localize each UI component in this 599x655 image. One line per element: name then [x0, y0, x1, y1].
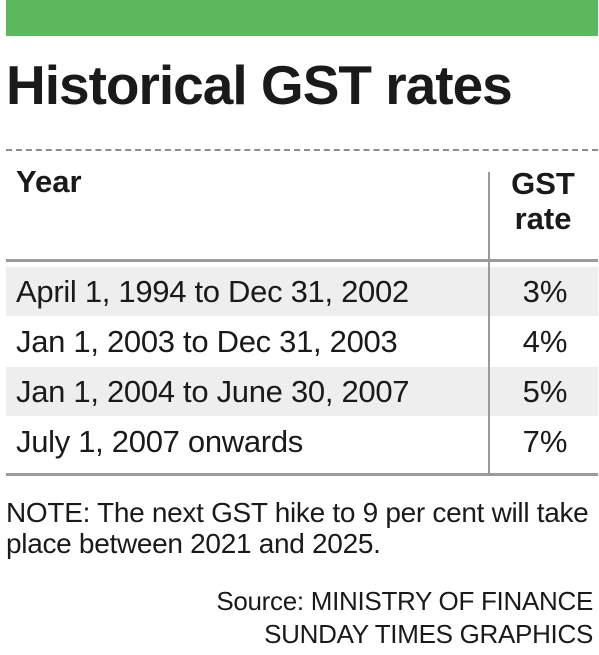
row-rate: 5%	[522, 374, 568, 409]
column-header-gst-rate-line-1: GST	[511, 166, 575, 201]
dashed-divider	[6, 149, 598, 151]
row-rate: 4%	[522, 324, 568, 359]
row-period: Jan 1, 2004 to June 30, 2007	[16, 374, 410, 409]
table-row: Jan 1, 2004 to June 30, 2007 5%	[6, 367, 598, 416]
table-row: April 1, 1994 to Dec 31, 2002 3%	[6, 267, 598, 316]
row-period: Jan 1, 2003 to Dec 31, 2003	[16, 324, 398, 359]
header-rule	[6, 259, 598, 262]
column-divider	[488, 172, 490, 474]
source-line-2: SUNDAY TIMES GRAPHICS	[264, 619, 593, 649]
row-rate: 3%	[522, 274, 568, 309]
column-header-gst-rate: GST rate	[498, 166, 588, 236]
table-bottom-rule	[6, 473, 598, 476]
row-period: July 1, 2007 onwards	[16, 424, 303, 459]
accent-bar	[6, 0, 598, 36]
column-header-year: Year	[16, 164, 82, 199]
table-row: July 1, 2007 onwards 7%	[6, 417, 598, 466]
note-text: NOTE: The next GST hike to 9 per cent wi…	[6, 497, 589, 559]
column-header-gst-rate-line-2: rate	[514, 201, 572, 236]
source-credit: Source: MINISTRY OF FINANCE SUNDAY TIMES…	[216, 585, 593, 651]
row-period: April 1, 1994 to Dec 31, 2002	[16, 274, 409, 309]
row-rate: 7%	[522, 424, 568, 459]
source-line-1: Source: MINISTRY OF FINANCE	[216, 586, 593, 616]
table-row: Jan 1, 2003 to Dec 31, 2003 4%	[6, 317, 598, 366]
chart-title: Historical GST rates	[6, 54, 513, 116]
